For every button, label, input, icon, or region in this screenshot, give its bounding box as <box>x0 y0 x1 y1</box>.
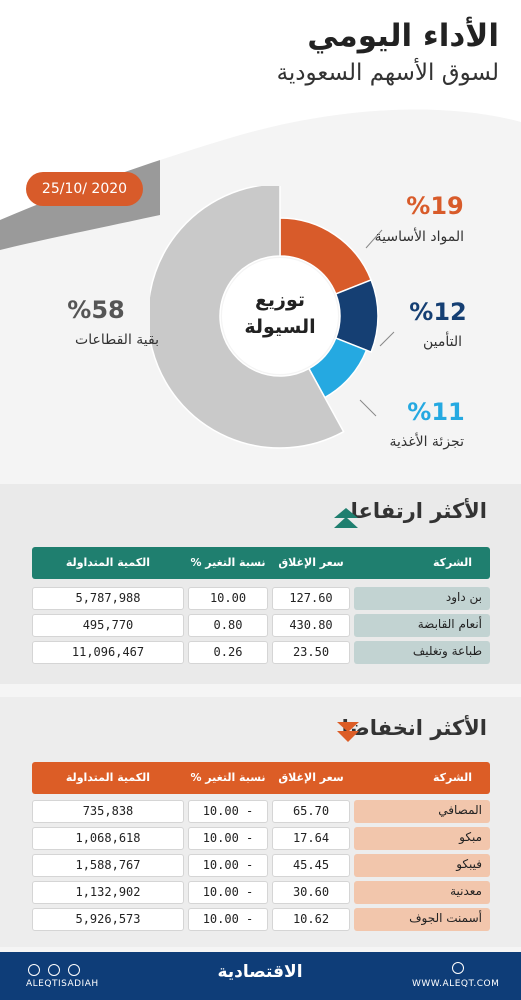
slice-label-other-sectors: بقية القطاعات <box>75 332 159 348</box>
donut-center <box>222 258 338 374</box>
change-pct-cell: 10.00 - <box>188 854 268 877</box>
close-price-cell: 127.60 <box>272 587 350 610</box>
company-name-cell: بن داود <box>354 587 490 610</box>
company-name-cell: المصافي <box>354 800 490 823</box>
change-pct-cell: 0.80 <box>188 614 268 637</box>
header-change-pct: نسبة التغير % <box>190 771 266 784</box>
volume-cell: 735,838 <box>32 800 184 823</box>
volume-cell: 1,132,902 <box>32 881 184 904</box>
header-volume: الكمية المتداولة <box>65 771 151 784</box>
change-pct-cell: 10.00 - <box>188 800 268 823</box>
header-close-price: سعر الإغلاق <box>278 771 344 784</box>
instagram-icon[interactable] <box>28 964 40 976</box>
facebook-icon[interactable] <box>48 964 61 976</box>
company-name-cell: أنعام القابضة <box>354 614 490 637</box>
social-icons <box>28 961 81 980</box>
twitter-icon[interactable] <box>68 964 81 976</box>
date-badge: 25/10/ 2020 <box>26 172 143 206</box>
up-arrow-icon <box>334 508 358 528</box>
website-link[interactable]: WWW.ALEQT.COM <box>412 979 500 989</box>
company-name-cell: معدنية <box>354 881 490 904</box>
slice-label-basic-materials-pct: %19 <box>406 192 464 220</box>
company-name-cell: أسمنت الجوف <box>354 908 490 931</box>
page-subtitle: لسوق الأسهم السعودية <box>276 60 499 86</box>
header-change-pct: نسبة التغير % <box>190 556 266 569</box>
close-price-cell: 30.60 <box>272 881 350 904</box>
close-price-cell: 10.62 <box>272 908 350 931</box>
liquidity-donut-chart <box>150 186 379 449</box>
donut-center-subtitle: السيولة <box>244 316 316 338</box>
slice-label-basic-materials: المواد الأساسية <box>374 229 464 245</box>
slice-label-food-retail: تجزئة الأغذية <box>389 434 464 450</box>
change-pct-cell: 10.00 - <box>188 908 268 931</box>
leader-lines <box>359 229 395 417</box>
volume-cell: 1,588,767 <box>32 854 184 877</box>
volume-cell: 1,068,618 <box>32 827 184 850</box>
gainers-title: الأكثر ارتفاعا <box>350 499 487 523</box>
slice-label-food-retail-pct: %11 <box>407 398 465 426</box>
gainers-table: بن داود 127.60 10.00 5,787,988 أنعام القابضة… <box>32 587 490 677</box>
gainers-table-header: الشركة سعر الإغلاق نسبة التغير % الكمية الم… <box>32 547 490 579</box>
close-price-cell: 17.64 <box>272 827 350 850</box>
slice-label-insurance-pct: %12 <box>409 298 467 326</box>
change-pct-cell: 10.00 - <box>188 827 268 850</box>
losers-table-header: الشركة سعر الإغلاق نسبة التغير % الكمية الم… <box>32 762 490 794</box>
header-close-price: سعر الإغلاق <box>278 556 344 569</box>
close-price-cell: 430.80 <box>272 614 350 637</box>
volume-cell: 495,770 <box>32 614 184 637</box>
volume-cell: 11,096,467 <box>32 641 184 664</box>
brand-logo: الاقتصادية <box>217 962 303 982</box>
losers-title: الأكثر انخفاضا <box>341 716 487 740</box>
page-title: الأداء اليومي <box>307 18 499 54</box>
down-arrow-icon <box>337 722 359 742</box>
header-company: الشركة <box>432 771 472 784</box>
close-price-cell: 23.50 <box>272 641 350 664</box>
globe-icon <box>452 962 464 974</box>
footer-bar <box>0 952 521 1000</box>
volume-cell: 5,926,573 <box>32 908 184 931</box>
header-volume: الكمية المتداولة <box>65 556 151 569</box>
slice-label-other-sectors-pct: %58 <box>67 296 125 324</box>
slice-other-sectors <box>150 186 345 449</box>
losers-table: المصافي 65.70 10.00 -735,838 مبكو 17.64 10.00… <box>32 800 490 940</box>
change-pct-cell: 10.00 <box>188 587 268 610</box>
close-price-cell: 65.70 <box>272 800 350 823</box>
donut-center-title: توزيع <box>254 289 306 311</box>
header-company: الشركة <box>432 556 472 569</box>
company-name-cell: مبكو <box>354 827 490 850</box>
close-price-cell: 45.45 <box>272 854 350 877</box>
volume-cell: 5,787,988 <box>32 587 184 610</box>
social-handle: ALEQTISADIAH <box>26 979 99 989</box>
company-name-cell: فيبكو <box>354 854 490 877</box>
slice-label-insurance: التأمين <box>422 334 462 350</box>
change-pct-cell: 10.00 - <box>188 881 268 904</box>
change-pct-cell: 0.26 <box>188 641 268 664</box>
company-name-cell: طباعة وتغليف <box>354 641 490 664</box>
